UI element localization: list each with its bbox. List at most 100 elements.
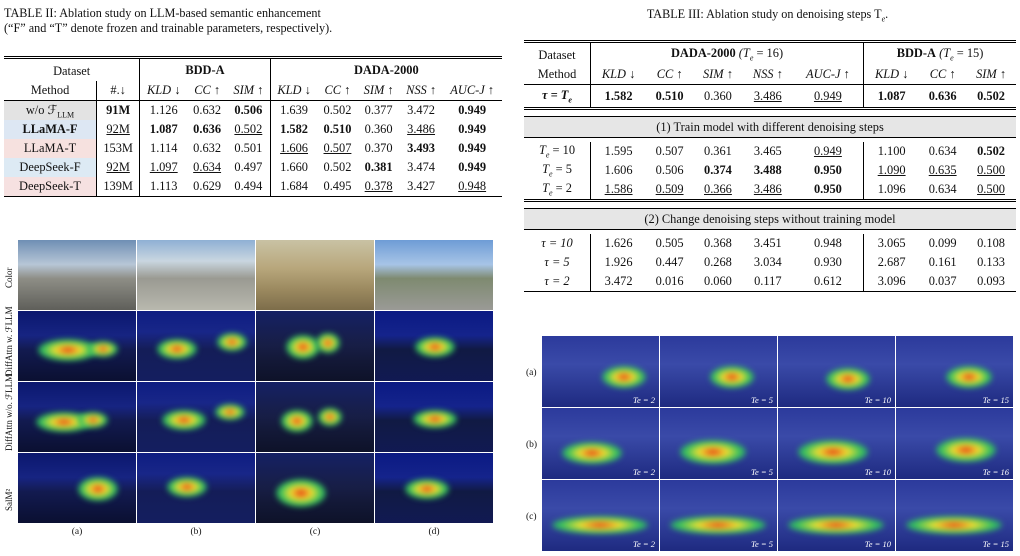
table2-bdda-header: BDD-A bbox=[139, 56, 271, 81]
table2-col-header: NSS ↑ bbox=[399, 81, 443, 101]
heatmap-blob bbox=[798, 440, 868, 464]
table3-col-header: SIM ↑ bbox=[966, 65, 1016, 85]
attention-heatmap-image bbox=[137, 453, 255, 523]
params-cell: 153M bbox=[96, 139, 141, 158]
attention-heatmap-image bbox=[18, 453, 136, 523]
method-label: w/o ℱ bbox=[25, 102, 58, 117]
attention-heatmap-image: Te = 10 bbox=[778, 336, 895, 407]
table-row: Te = 5 1.606 0.506 0.374 3.488 0.950 1.0… bbox=[524, 161, 1016, 180]
params-cell: 92M bbox=[96, 120, 141, 139]
table3-col-header: SIM ↑ bbox=[693, 65, 743, 85]
value-cell: 0.634 bbox=[919, 180, 967, 202]
value-cell: 1.684 bbox=[270, 177, 318, 197]
value-cell: 1.660 bbox=[280, 160, 309, 174]
te-label: T bbox=[538, 143, 546, 158]
value-cell: 0.950 bbox=[792, 180, 865, 202]
table3-col-header: KLD ↓ bbox=[863, 65, 920, 85]
table-row: Te = 10 1.595 0.507 0.361 3.465 0.949 1.… bbox=[524, 142, 1016, 161]
value-cell: 0.495 bbox=[317, 177, 358, 197]
value-cell: 0.117 bbox=[742, 272, 793, 292]
row-label: Te = 2 bbox=[524, 180, 591, 202]
attention-heatmap-image bbox=[18, 311, 136, 381]
table-row: τ = 10 1.626 0.505 0.368 3.451 0.948 3.0… bbox=[524, 234, 1016, 253]
value-cell: 0.948 bbox=[792, 234, 865, 253]
table3-caption-sub: e bbox=[881, 14, 886, 24]
heatmap-blob bbox=[906, 516, 1002, 534]
table2-method-cell: LLaMA-T bbox=[4, 139, 97, 158]
value-cell: 3.486 bbox=[742, 180, 793, 202]
value-cell: 0.037 bbox=[919, 272, 967, 292]
attention-heatmap-image bbox=[256, 311, 374, 381]
value-cell: 0.502 bbox=[977, 144, 1005, 158]
value-cell: 1.926 bbox=[604, 255, 633, 269]
table2-col-header: KLD ↓ bbox=[139, 81, 188, 101]
value-cell: 0.950 bbox=[792, 161, 865, 180]
bdda-title: BDD-A bbox=[896, 45, 936, 60]
value-cell: 1.114 bbox=[150, 141, 178, 155]
value-cell: 0.502 bbox=[323, 103, 352, 117]
value-cell: 0.949 bbox=[458, 141, 487, 155]
value-cell: 3.427 bbox=[399, 177, 443, 197]
heatmap-blob bbox=[946, 366, 992, 388]
fig-left-col-label: (c) bbox=[309, 527, 321, 537]
value-cell: 0.500 bbox=[966, 180, 1016, 202]
table2-col-header: SIM ↑ bbox=[357, 81, 400, 101]
heatmap-blob bbox=[88, 341, 118, 357]
value-cell: 0.060 bbox=[693, 272, 743, 292]
table2-col-header: CC ↑ bbox=[187, 81, 228, 101]
table-row: DeepSeek-T 139M 1.113 0.629 0.494 1.684 … bbox=[4, 177, 502, 197]
heatmap-blob bbox=[217, 333, 247, 351]
heatmap-blob bbox=[413, 410, 457, 428]
value-cell: 1.606 bbox=[604, 163, 633, 177]
value-cell: 0.612 bbox=[792, 272, 865, 292]
table2-caption-line2: (“F” and “T” denote frozen and trainable… bbox=[4, 21, 333, 35]
te-sub: e bbox=[548, 169, 553, 179]
fig-left-row-label: SalM² bbox=[4, 488, 14, 511]
value-cell: 0.366 bbox=[693, 180, 743, 202]
value-cell: 0.447 bbox=[655, 255, 684, 269]
value-cell: 0.381 bbox=[364, 160, 393, 174]
value-cell: 0.502 bbox=[966, 84, 1016, 110]
value-cell: 0.632 bbox=[193, 103, 222, 117]
value-cell: 0.360 bbox=[364, 122, 393, 136]
table3-col-header: AUC-J ↑ bbox=[792, 65, 865, 85]
value-cell: 0.378 bbox=[357, 177, 400, 197]
fig-left-row-label: DiffAttn w/o. ℱLLM bbox=[4, 373, 14, 451]
method-sub: LLM bbox=[57, 110, 75, 120]
heatmap-blob bbox=[670, 516, 766, 534]
value-cell: 0.632 bbox=[193, 141, 222, 155]
table2-method-cell: w/o ℱLLM bbox=[4, 100, 97, 120]
right-figure-grid: Te = 2 Te = 5 Te = 10 Te = 15 Te = 2 Te = 5 Te… bbox=[542, 336, 1013, 551]
te-step-label: Te = 10 bbox=[864, 539, 891, 549]
te-sub: e bbox=[545, 150, 550, 160]
fig-left-col-label: (b) bbox=[190, 527, 202, 537]
table3-caption-text: TABLE III: Ablation study on denoising s… bbox=[646, 7, 882, 21]
table2-caption-line1: TABLE II: Ablation study on LLM-based se… bbox=[4, 6, 321, 20]
value-cell: 3.034 bbox=[753, 255, 782, 269]
table2-method-cell: LLaMA-F bbox=[4, 120, 97, 139]
table3-col-header: CC ↑ bbox=[646, 65, 694, 85]
fig-right-row-label: (b) bbox=[526, 440, 538, 450]
value-cell: 0.093 bbox=[966, 272, 1016, 292]
value-cell: 1.113 bbox=[139, 177, 188, 197]
value-cell: 3.474 bbox=[407, 160, 436, 174]
heatmap-blob bbox=[710, 366, 754, 388]
value-cell: 0.161 bbox=[928, 255, 957, 269]
value-cell: 0.268 bbox=[704, 255, 732, 269]
table2-method-cell: DeepSeek-T bbox=[4, 177, 97, 197]
heatmap-blob bbox=[316, 333, 340, 353]
heatmap-blob bbox=[936, 438, 996, 462]
value-cell: 0.497 bbox=[227, 158, 271, 177]
value-cell: 1.606 bbox=[280, 141, 309, 155]
attention-heatmap-image: Te = 2 bbox=[542, 336, 659, 407]
attention-heatmap-image bbox=[137, 382, 255, 452]
te-eq: = 5 bbox=[552, 162, 572, 177]
value-cell: 0.509 bbox=[646, 180, 694, 202]
te-step-label: Te = 5 bbox=[751, 539, 773, 549]
attention-heatmap-image: Te = 10 bbox=[778, 408, 895, 479]
table2-col-header: CC ↑ bbox=[317, 81, 358, 101]
table2-dada-header: DADA-2000 bbox=[270, 56, 502, 81]
fig-right-row-label: (a) bbox=[526, 368, 537, 378]
value-cell: 3.065 bbox=[877, 236, 906, 250]
value-cell: 0.636 bbox=[919, 84, 967, 110]
